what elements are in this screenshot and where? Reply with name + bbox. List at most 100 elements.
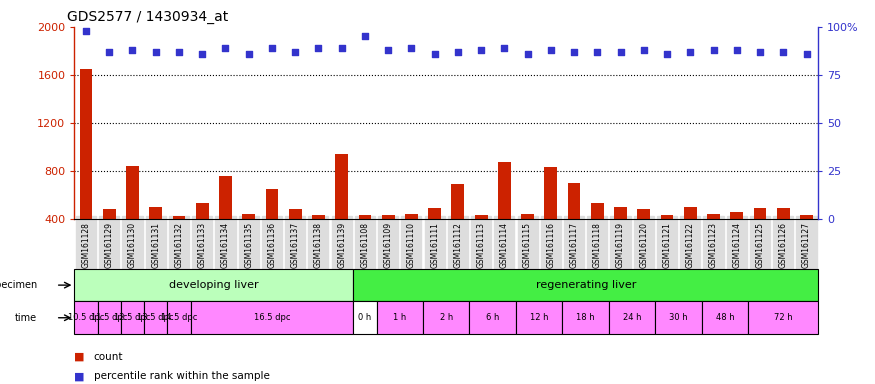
Bar	[470, 301, 516, 334]
Bar	[753, 208, 766, 219]
Text: 72 h: 72 h	[774, 313, 793, 322]
Bar	[498, 162, 511, 219]
Point	[219, 45, 233, 51]
Point	[591, 49, 605, 55]
Bar	[172, 217, 186, 219]
Bar	[359, 215, 371, 219]
Bar	[191, 301, 354, 334]
Point	[428, 51, 442, 57]
Point	[172, 49, 186, 55]
Text: 14.5 dpc: 14.5 dpc	[161, 313, 197, 322]
Bar	[475, 215, 487, 219]
Text: 18 h: 18 h	[577, 313, 595, 322]
Bar	[591, 203, 604, 219]
Bar	[800, 215, 813, 219]
Text: 48 h: 48 h	[716, 313, 734, 322]
Bar	[242, 214, 256, 219]
Bar	[563, 301, 609, 334]
Point	[776, 49, 790, 55]
Bar	[428, 208, 441, 219]
Bar	[354, 301, 376, 334]
Point	[800, 51, 814, 57]
Bar	[452, 184, 465, 219]
Point	[474, 47, 488, 53]
Point	[334, 45, 348, 51]
Bar	[544, 167, 557, 219]
Bar	[609, 301, 655, 334]
Bar	[126, 166, 139, 219]
Bar	[335, 154, 348, 219]
Point	[544, 47, 558, 53]
Point	[497, 45, 511, 51]
Text: percentile rank within the sample: percentile rank within the sample	[94, 371, 270, 381]
Bar	[516, 301, 563, 334]
Bar	[219, 176, 232, 219]
Text: 30 h: 30 h	[669, 313, 688, 322]
Text: 16.5 dpc: 16.5 dpc	[254, 313, 290, 322]
Text: count: count	[94, 352, 123, 362]
Text: specimen: specimen	[0, 280, 37, 290]
Point	[683, 49, 697, 55]
Text: developing liver: developing liver	[169, 280, 259, 290]
Text: 24 h: 24 h	[623, 313, 641, 322]
Bar	[196, 203, 208, 219]
Bar	[289, 209, 302, 219]
Bar	[684, 207, 696, 219]
Bar	[423, 301, 470, 334]
Bar	[74, 269, 354, 301]
Bar	[637, 209, 650, 219]
Point	[195, 51, 209, 57]
Point	[79, 28, 93, 34]
Point	[706, 47, 720, 53]
Point	[288, 49, 302, 55]
Text: 2 h: 2 h	[439, 313, 453, 322]
Bar	[144, 301, 167, 334]
Point	[613, 49, 627, 55]
Bar	[655, 301, 702, 334]
Bar	[748, 301, 818, 334]
Text: 11.5 dpc: 11.5 dpc	[91, 313, 128, 322]
Text: 6 h: 6 h	[486, 313, 500, 322]
Bar	[661, 215, 674, 219]
Bar	[568, 183, 580, 219]
Text: time: time	[15, 313, 37, 323]
Text: 1 h: 1 h	[393, 313, 406, 322]
Bar	[74, 301, 98, 334]
Point	[312, 45, 326, 51]
Bar	[103, 209, 116, 219]
Bar	[614, 207, 627, 219]
Point	[102, 49, 116, 55]
Point	[567, 49, 581, 55]
Bar	[121, 301, 144, 334]
Point	[637, 47, 651, 53]
Bar	[382, 215, 395, 219]
Text: ■: ■	[74, 352, 85, 362]
Text: 13.5 dpc: 13.5 dpc	[137, 313, 174, 322]
Point	[660, 51, 674, 57]
Point	[125, 47, 139, 53]
Point	[730, 47, 744, 53]
Point	[753, 49, 767, 55]
Point	[404, 45, 418, 51]
Text: regenerating liver: regenerating liver	[536, 280, 636, 290]
Bar	[312, 215, 325, 219]
Text: 12 h: 12 h	[530, 313, 549, 322]
Point	[521, 51, 535, 57]
Bar	[150, 207, 162, 219]
Bar	[167, 301, 191, 334]
Text: 0 h: 0 h	[358, 313, 372, 322]
Bar	[522, 214, 534, 219]
Point	[242, 51, 256, 57]
Bar	[731, 212, 743, 219]
Bar	[80, 69, 93, 219]
Point	[382, 47, 396, 53]
Bar	[354, 269, 818, 301]
Text: GDS2577 / 1430934_at: GDS2577 / 1430934_at	[67, 10, 228, 25]
Point	[358, 33, 372, 40]
Bar	[777, 208, 789, 219]
Bar	[376, 301, 423, 334]
Bar	[98, 301, 121, 334]
Text: 10.5 dpc: 10.5 dpc	[67, 313, 104, 322]
Point	[265, 45, 279, 51]
Text: ■: ■	[74, 371, 85, 381]
